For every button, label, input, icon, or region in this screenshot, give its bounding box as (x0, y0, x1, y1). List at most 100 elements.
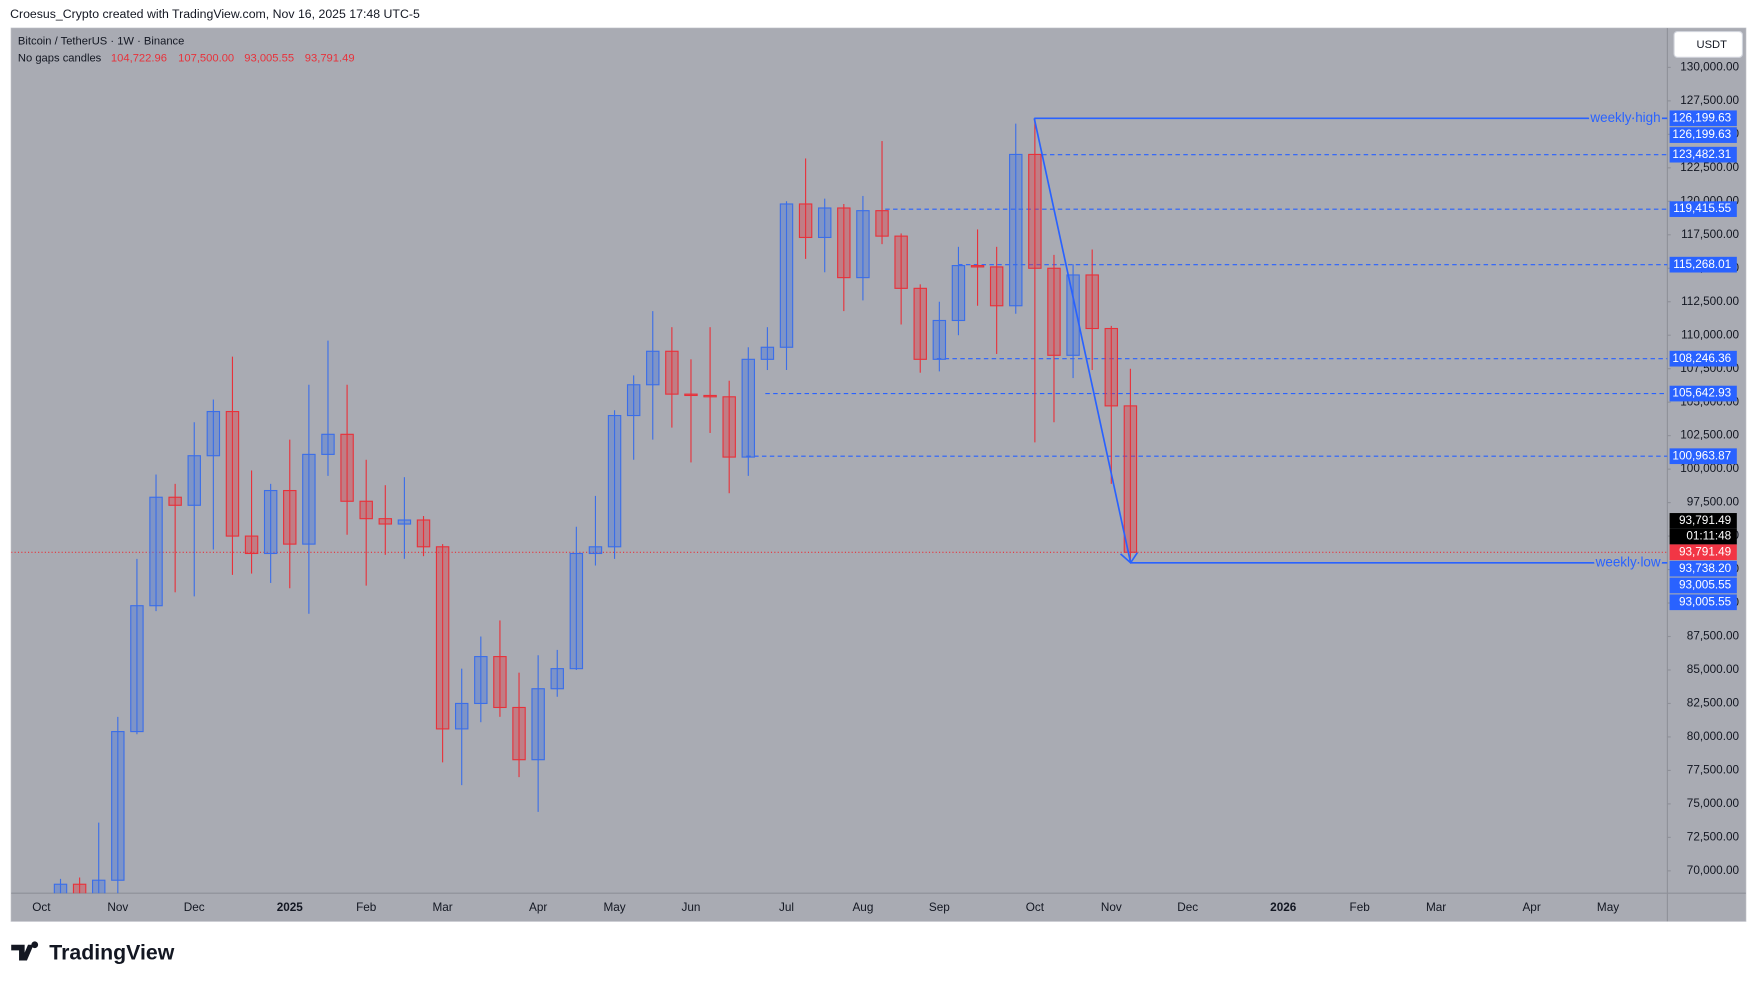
candle-body (225, 410, 240, 537)
x-tick-label: 2025 (277, 901, 304, 914)
x-tick-label: Dec (184, 901, 205, 914)
y-tick-label: 82,500.00 (1687, 697, 1740, 710)
time-axis (11, 893, 1668, 922)
annotation-label: weekly high (1589, 110, 1660, 125)
x-tick-label: Oct (1026, 901, 1045, 914)
price-label-box (1669, 385, 1737, 402)
candle-body (283, 489, 297, 545)
last-price-label: 93,791.49 (1679, 514, 1731, 527)
y-tick-label: 102,500.00 (1680, 429, 1739, 442)
y-tick-label: 112,500.00 (1681, 295, 1739, 308)
candle-body (359, 500, 373, 520)
candle-body (569, 552, 584, 670)
countdown-label: 01:11:48 (1686, 530, 1731, 543)
x-tick-label: Apr (1522, 901, 1540, 914)
ohlc-low: 93,005.55 (244, 52, 294, 64)
x-tick-label: Jun (682, 901, 701, 914)
candle-body (1009, 153, 1023, 307)
y-tick-label: 85,000.00 (1687, 663, 1740, 676)
candle-body (703, 394, 717, 398)
price-label-box (1669, 594, 1737, 611)
y-tick-label: 72,500.00 (1687, 830, 1740, 843)
candle-body (1123, 405, 1138, 553)
candle-body (493, 656, 507, 709)
price-label: 93,005.55 (1679, 579, 1732, 592)
price-label: 105,642.93 (1672, 387, 1731, 400)
x-tick-label: Nov (1101, 901, 1122, 914)
candle-body (913, 287, 927, 360)
y-tick-label: 100,000.00 (1680, 462, 1739, 475)
candle-body (550, 668, 564, 690)
price-label-box (1669, 201, 1737, 217)
symbol-title: Bitcoin / TetherUS · 1W · Binance (18, 36, 184, 48)
candle-body (741, 358, 756, 458)
candle-body (856, 210, 870, 279)
last-price-label: 93,791.49 (1679, 545, 1731, 558)
ohlc-open: 104,722.96 (111, 52, 167, 64)
candle-body (111, 731, 125, 881)
currency-button[interactable] (1673, 30, 1743, 58)
candle-body (1047, 267, 1061, 356)
candle-body (91, 879, 106, 894)
candle-body (837, 207, 851, 279)
y-tick-label: 127,500.00 (1680, 94, 1739, 107)
price-label: 115,268.01 (1673, 258, 1731, 271)
ohlc-close: 93,791.49 (305, 52, 355, 64)
price-label: 119,415.55 (1673, 202, 1731, 215)
plot: weekly high weekly low (11, 108, 1668, 894)
y-tick-label: 70,000.00 (1687, 864, 1740, 877)
candle-body (989, 266, 1004, 307)
x-tick-label: Jul (779, 901, 794, 914)
y-tick-label: 77,500.00 (1687, 764, 1740, 777)
price-label-box (1669, 448, 1737, 465)
candle-body (1104, 327, 1119, 407)
x-tick-label: Oct (32, 901, 51, 914)
price-label: 123,482.31 (1672, 148, 1731, 161)
plot-area (11, 28, 1668, 894)
price-label-box (1669, 544, 1737, 561)
candle-body (951, 265, 966, 322)
x-tick-label: Feb (356, 901, 377, 914)
candle-body (817, 207, 832, 239)
candle-body (531, 688, 545, 761)
y-tick-label: 87,500.00 (1687, 630, 1740, 643)
price-label-box (1669, 577, 1737, 594)
annotation-label: weekly low (1595, 554, 1661, 569)
x-tick-label: Mar (1426, 901, 1446, 914)
candle-body (378, 518, 393, 525)
price-label: 93,005.55 (1679, 595, 1732, 608)
candle-body (416, 519, 431, 548)
candle-body (588, 546, 603, 555)
price-label-box (1669, 110, 1737, 127)
price-axis (1667, 28, 1746, 922)
price-label-box (1669, 256, 1737, 273)
y-tick-label: 97,500.00 (1687, 496, 1740, 509)
x-tick-label: Nov (107, 901, 128, 914)
price-label: 126,199.63 (1672, 128, 1731, 141)
candle-body (1085, 274, 1099, 330)
candle-body (607, 414, 622, 548)
candle-body (875, 210, 889, 237)
candle-body (206, 410, 221, 457)
candle-body (474, 656, 488, 705)
candle-body (798, 203, 813, 239)
candle-body (1028, 153, 1042, 269)
x-tick-label: Dec (1177, 901, 1198, 914)
candle-body (760, 346, 775, 360)
overlay: 70,000.00 72,500.00 75,000.00 77,500.00 80,0… (32, 61, 1739, 914)
candle-body (72, 883, 87, 894)
x-tick-label: 2026 (1270, 901, 1297, 914)
y-tick-label: 130,000.00 (1680, 61, 1739, 74)
brand-name: TradingView (49, 940, 174, 964)
x-tick-label: Mar (432, 901, 452, 914)
price-label-box (1669, 350, 1737, 367)
currency-label[interactable]: USDT (1696, 39, 1727, 51)
candle-body (894, 235, 908, 289)
candle-body (970, 265, 985, 268)
y-tick-label: 75,000.00 (1687, 797, 1740, 810)
x-tick-label: Feb (1350, 901, 1371, 914)
indicator-name: No gaps candles (18, 52, 102, 64)
ohlc-high: 107,500.00 (178, 52, 234, 64)
candle-body (187, 455, 201, 506)
